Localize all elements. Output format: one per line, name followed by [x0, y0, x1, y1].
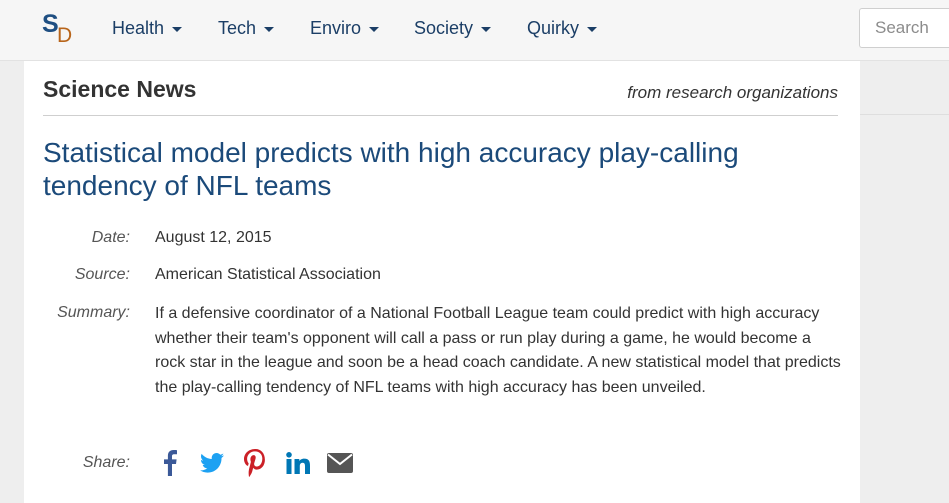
- article-headline: Statistical model predicts with high acc…: [43, 137, 739, 201]
- nav-enviro-label: Enviro: [310, 18, 362, 38]
- date-label: Date:: [91, 229, 130, 246]
- linkedin-icon[interactable]: [285, 449, 311, 477]
- source-label: Source:: [74, 266, 130, 283]
- nav-enviro[interactable]: Enviro: [310, 18, 380, 39]
- nav-health-label: Health: [112, 18, 165, 38]
- caret-down-icon: [264, 27, 275, 32]
- source-value: American Statistical Association: [155, 266, 381, 283]
- logo-letter-d: D: [57, 24, 73, 47]
- sidebar-divider: [860, 114, 949, 115]
- caret-down-icon: [369, 27, 380, 32]
- nav-society[interactable]: Society: [414, 18, 492, 39]
- twitter-icon[interactable]: [198, 449, 226, 477]
- pinterest-icon[interactable]: [243, 449, 267, 477]
- site-logo[interactable]: S D: [42, 10, 82, 50]
- date-value: August 12, 2015: [155, 229, 272, 246]
- nav-tech-label: Tech: [218, 18, 257, 38]
- section-title[interactable]: Science News: [43, 76, 197, 102]
- nav-health[interactable]: Health: [112, 18, 183, 39]
- facebook-icon[interactable]: [159, 449, 181, 477]
- section-subtitle: from research organizations: [627, 83, 838, 102]
- nav-quirky[interactable]: Quirky: [527, 18, 598, 39]
- share-label: Share:: [82, 454, 130, 471]
- search-input[interactable]: [859, 8, 949, 48]
- nav-tech[interactable]: Tech: [218, 18, 275, 39]
- summary-text: If a defensive coordinator of a National…: [155, 305, 841, 397]
- caret-down-icon: [481, 27, 492, 32]
- navbar: S D Health Tech Enviro Society Quirky: [0, 0, 949, 61]
- main-content: [24, 61, 860, 503]
- section-header: Science News from research organizations: [43, 75, 838, 116]
- nav-quirky-label: Quirky: [527, 18, 580, 38]
- caret-down-icon: [172, 27, 183, 32]
- logo-letter-s: S: [42, 10, 59, 38]
- email-icon[interactable]: [326, 449, 354, 477]
- caret-down-icon: [587, 27, 598, 32]
- summary-label: Summary:: [57, 304, 130, 321]
- nav-society-label: Society: [414, 18, 474, 38]
